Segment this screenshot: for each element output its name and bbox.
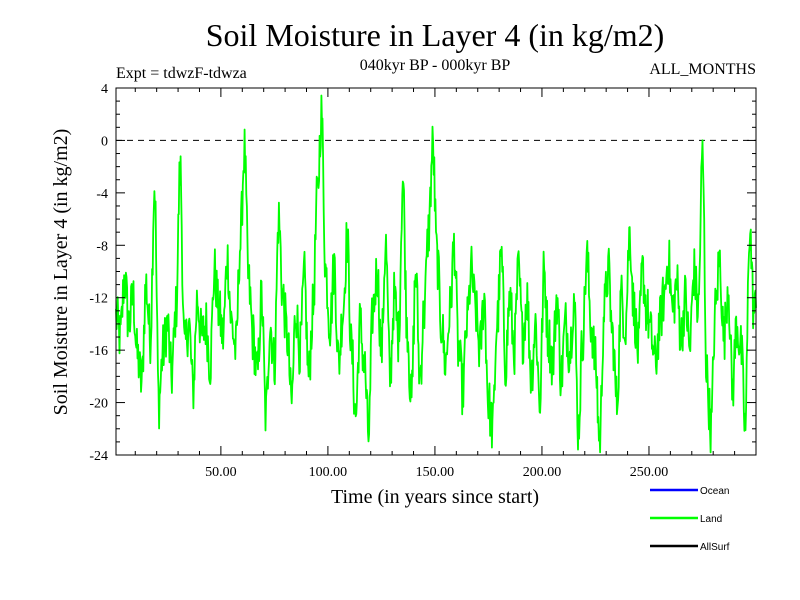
chart-title: Soil Moisture in Layer 4 (in kg/m2) <box>206 17 665 53</box>
y-axis-label: Soil Moisture in Layer 4 (in kg/m2) <box>50 129 72 416</box>
x-axis-label: Time (in years since start) <box>331 486 539 508</box>
period-label: 040kyr BP - 000kyr BP <box>360 57 511 74</box>
y-tick-label: -12 <box>89 292 108 307</box>
y-tick-label: -24 <box>89 449 108 464</box>
legend-label-ocean: Ocean <box>700 486 729 497</box>
x-tick-label: 200.00 <box>523 465 562 480</box>
y-tick-label: 4 <box>101 82 108 97</box>
legend-label-land: Land <box>700 514 722 525</box>
legend-label-allsurf: AllSurf <box>700 542 730 553</box>
series-line-land <box>115 94 757 454</box>
x-tick-label: 250.00 <box>630 465 669 480</box>
months-label: ALL_MONTHS <box>649 61 756 78</box>
x-tick-label: 100.00 <box>309 465 348 480</box>
experiment-label: Expt = tdwzF-tdwza <box>116 65 247 82</box>
y-tick-label: -20 <box>89 397 108 412</box>
x-tick-label: 150.00 <box>416 465 455 480</box>
legend: Ocean Land AllSurf <box>650 486 730 553</box>
y-tick-label: -4 <box>96 187 108 202</box>
y-tick-label: -8 <box>96 239 108 254</box>
y-tick-label: -16 <box>89 344 108 359</box>
y-tick-label: 0 <box>101 134 108 149</box>
plot-frame <box>115 87 757 456</box>
x-tick-label: 50.00 <box>205 465 237 480</box>
